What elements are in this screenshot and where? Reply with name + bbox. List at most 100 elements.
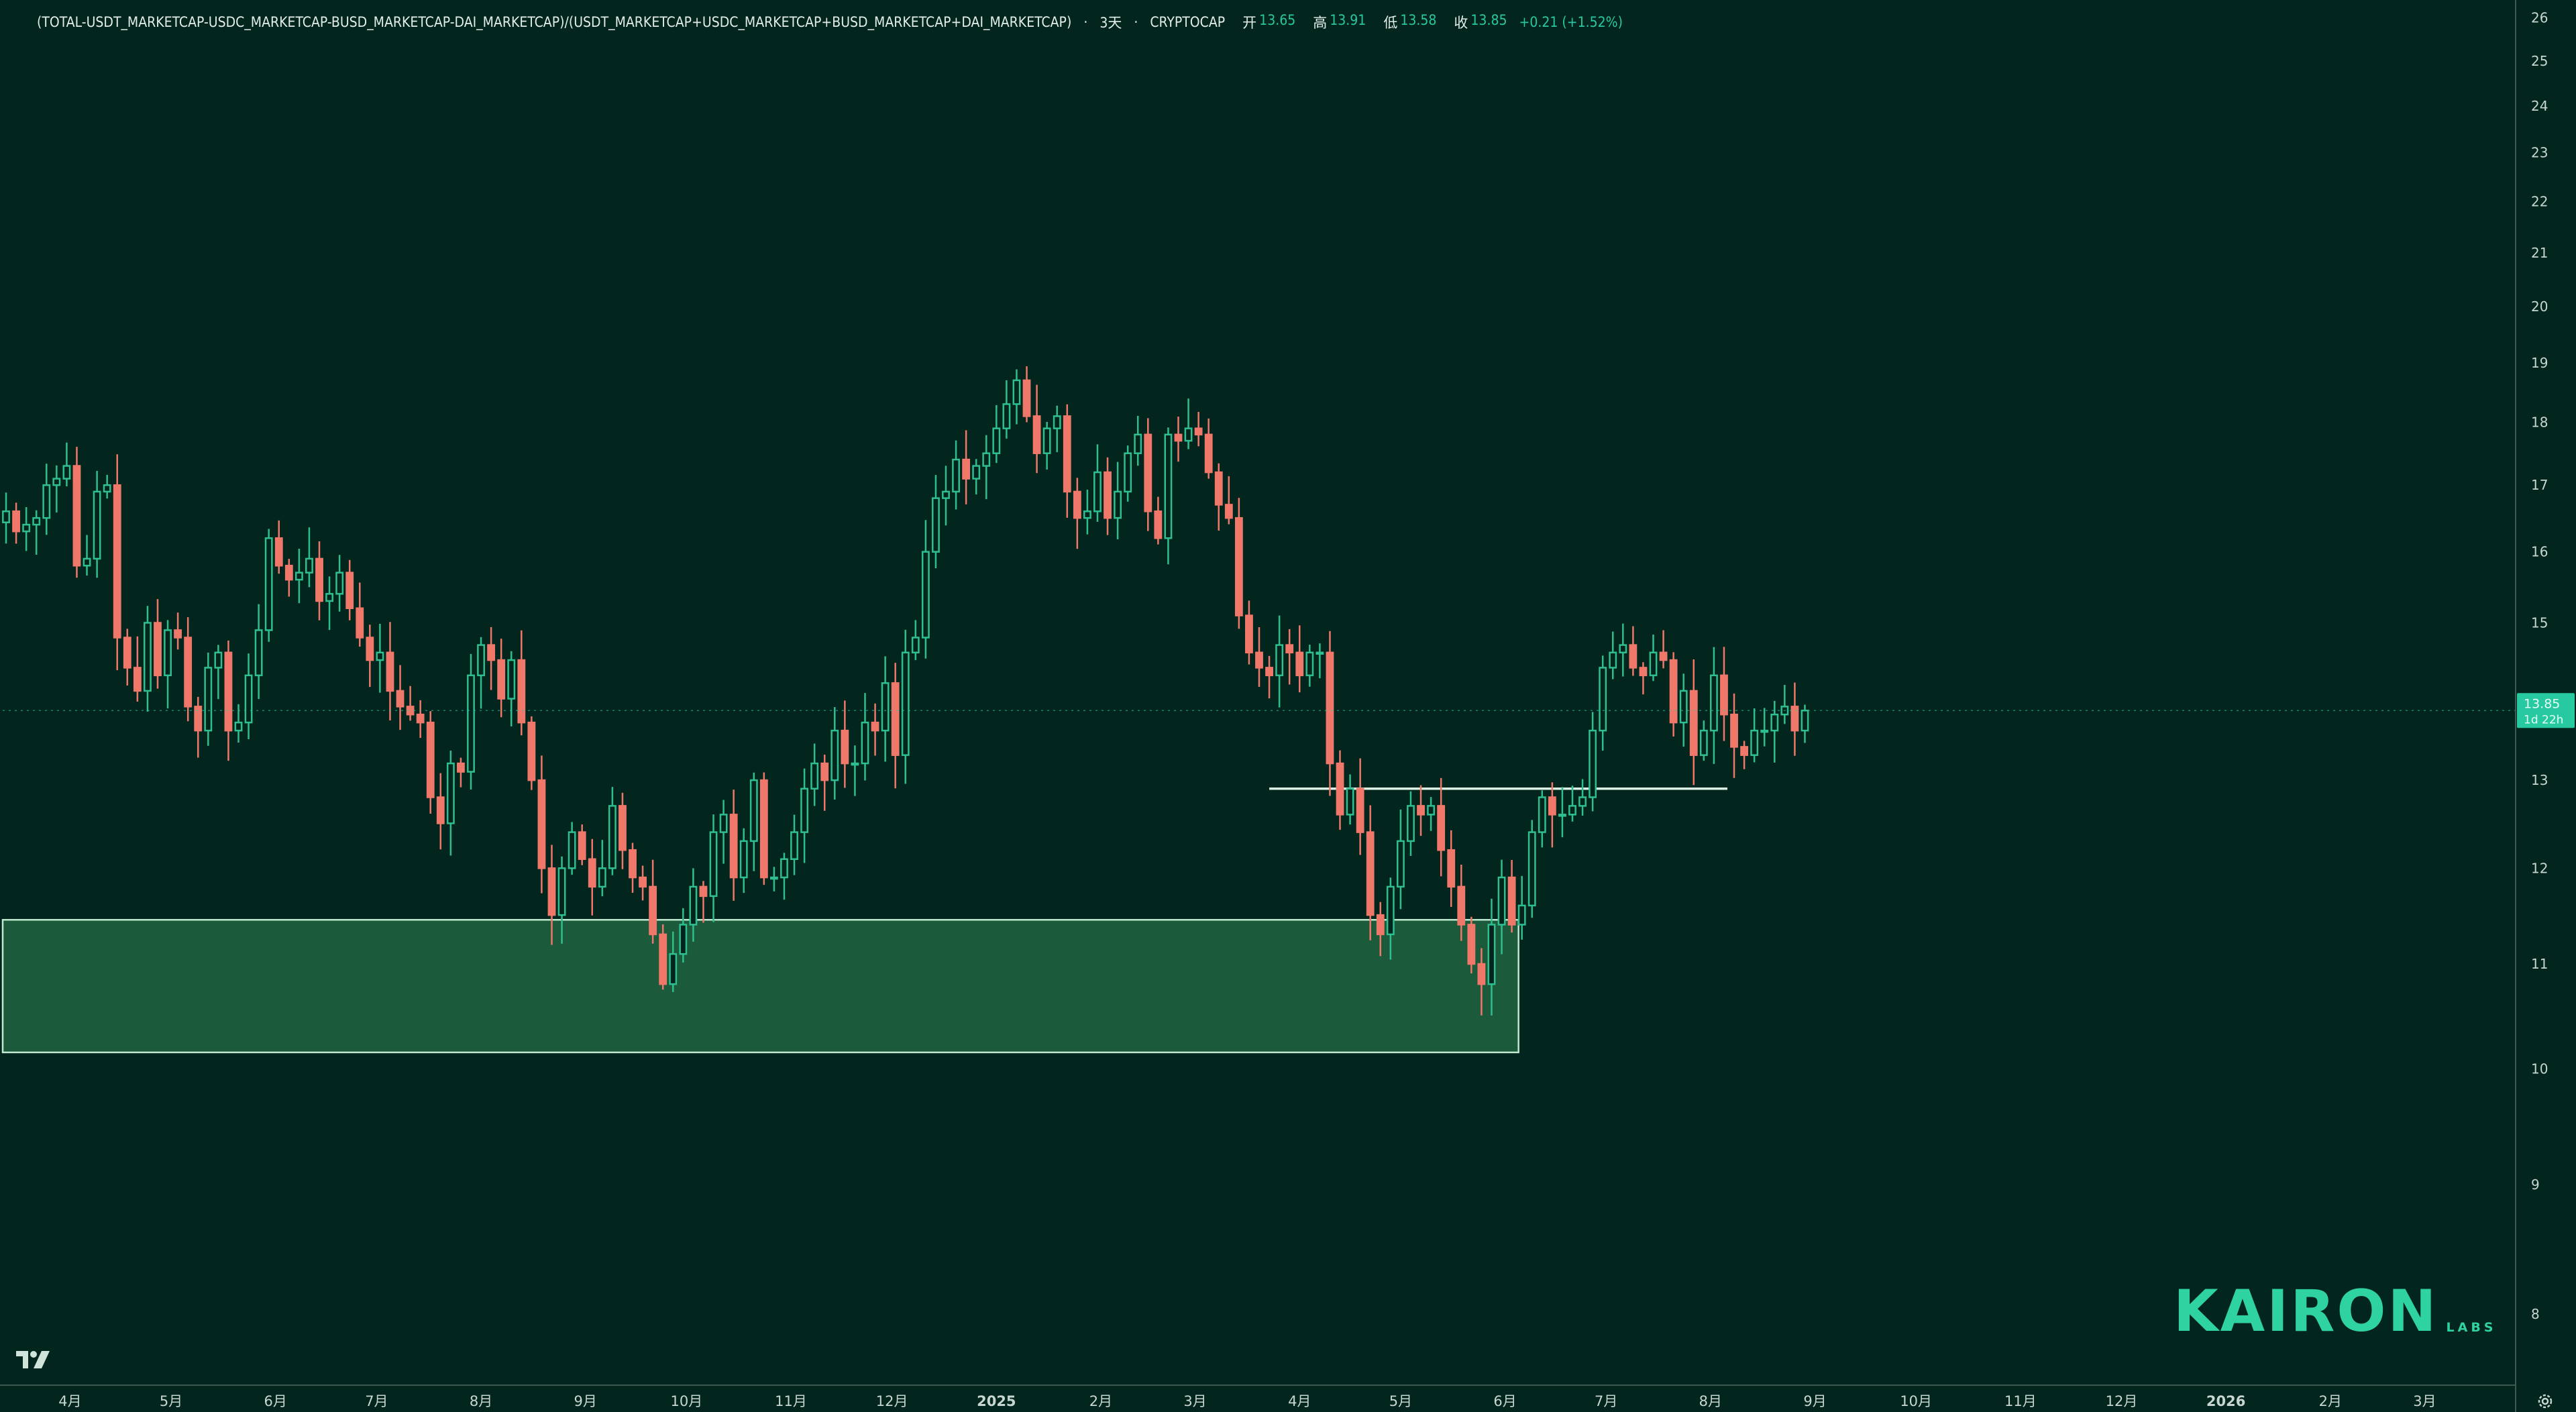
candle-body [12,510,21,533]
exchange-label: CRYPTOCAP [1150,14,1226,30]
candle-body [769,876,778,880]
candle-body [1649,651,1658,677]
candle-down [1255,627,1263,688]
candle-body [992,427,1001,454]
candle-body [1527,831,1536,907]
candle-up [749,772,758,871]
candle-up [254,604,263,700]
candle-body [790,831,798,860]
candle-body [1568,805,1576,816]
candle-down [649,859,657,944]
candle-body [901,651,910,756]
candle-up [1316,643,1324,679]
candle-body [264,537,273,631]
candle-body [1407,805,1415,843]
candle-body [426,721,435,798]
x-tick-label: 9月 [1803,1393,1826,1409]
candle-down [1032,384,1041,474]
candle-body [1184,427,1193,442]
candle-body [1599,667,1607,732]
brand-sub: LABS [2446,1320,2497,1335]
candle-body [1063,415,1071,493]
candle-down [1326,631,1334,796]
candle-up [325,576,334,631]
candle-up [1649,635,1658,682]
candle-down [1214,463,1223,531]
time-axis[interactable]: 4月 5月 6月 7月 8月 9月 10月 11月 12月 2025 2月 3月 4月 5月 6月 7月 8月 9… [0,1384,2516,1409]
candle-up [335,555,344,612]
candle-body [1144,433,1152,512]
high-value: 13.91 [1330,12,1366,28]
candle-body [588,858,596,888]
candle-body [345,572,354,609]
candle-body [1548,796,1556,816]
candle-body [1336,762,1344,816]
candle-up [32,510,41,555]
candle-down [841,700,849,788]
candle-up [1134,416,1142,466]
candle-body [1265,667,1273,677]
candle-body [911,637,920,654]
candle-up [1589,712,1597,812]
candle-body [1194,427,1203,436]
candle-up [1801,704,1809,743]
candle-body [254,629,263,677]
symbol-name[interactable]: (TOTAL-USDT_MARKETCAP-USDC_MARKETCAP-BUS… [37,14,1072,30]
candle-down [1447,830,1456,907]
candle-up [568,822,576,875]
candle-body [557,867,566,916]
candle-down [356,582,364,647]
interval-label[interactable]: 3天 [1099,15,1122,31]
x-tick-label: 5月 [1389,1393,1412,1409]
candle-up [467,653,475,790]
candle-up [598,840,606,897]
candle-body [396,690,405,708]
y-tick-label: 19 [2531,355,2548,371]
candle-up [689,868,698,942]
y-tick-label: 26 [2531,10,2548,26]
series-legend[interactable]: (TOTAL-USDT_MARKETCAP-USDC_MARKETCAP-BUS… [37,10,1623,34]
candle-down [871,703,879,756]
x-tick-label: 10月 [1900,1393,1932,1409]
candle-body [891,682,900,756]
candle-body [284,565,293,581]
candle-body [1275,644,1284,677]
candle-up [1578,779,1587,816]
candle-body [335,572,344,595]
x-tick-label: 11月 [2004,1393,2037,1409]
x-tick-label: 8月 [1699,1393,1722,1409]
candle-body [608,805,616,869]
y-tick-label: 17 [2531,477,2548,493]
candle-up [911,620,920,661]
candle-down [1507,859,1516,933]
candle-up [881,656,890,762]
candle-body [1093,471,1102,512]
candle-body [477,644,485,677]
annotation-layer [1,788,1727,1054]
candle-body [1234,517,1243,616]
candle-body [952,458,960,493]
candle-down [1740,741,1749,769]
candle-body [1709,674,1718,732]
candle-down [133,636,142,702]
price-tag-background [2517,693,2575,728]
candle-body [386,651,394,692]
x-tick-label: 3月 [2413,1393,2436,1409]
candle-down [1336,750,1344,830]
candle-body [1154,510,1163,539]
candle-body [93,490,101,560]
candle-up [608,787,616,875]
candle-body [1619,644,1627,654]
candle-up [144,606,152,712]
ohlc-open: 开 13.65 [1237,12,1295,32]
candle-up [830,707,839,800]
y-tick-label: 16 [2531,544,2548,560]
candle-down [416,700,425,739]
candle-body [1538,796,1546,833]
price-axis[interactable]: 891011121314151617181920212223242526 [2515,0,2548,1412]
candle-down [1366,805,1375,940]
gear-icon[interactable] [2536,1392,2555,1411]
tradingview-logo-icon[interactable] [15,1348,52,1371]
candle-up [1053,405,1061,453]
